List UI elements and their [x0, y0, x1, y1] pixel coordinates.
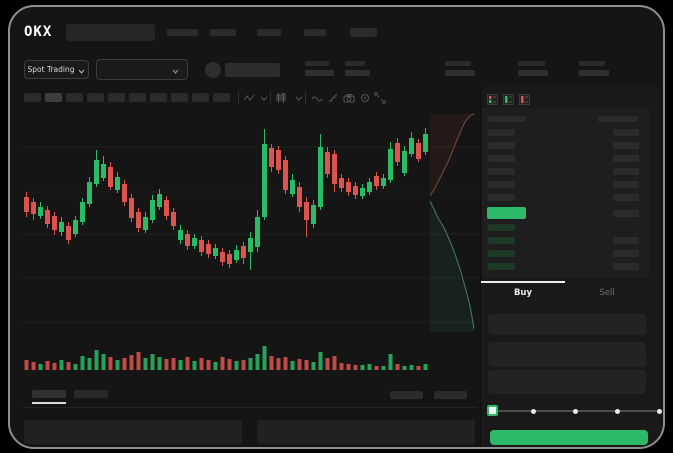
tab-sell-label: Sell: [599, 287, 615, 298]
device-screen: OKX Spot Trading: [8, 5, 665, 449]
nav-item-placeholder[interactable]: [350, 28, 377, 37]
price-chart-svg[interactable]: [22, 108, 480, 374]
pair-name-placeholder: [225, 63, 280, 77]
book-header-price: [488, 116, 526, 122]
ticker-stat: [345, 61, 377, 77]
history-panel: [257, 420, 475, 444]
timeframe-button[interactable]: [87, 93, 104, 102]
timeframe-button[interactable]: [150, 93, 167, 102]
order-book: [482, 108, 649, 278]
right-panel: Buy Sell: [480, 86, 662, 447]
amount-slider[interactable]: [486, 405, 662, 417]
book-header-amount: [598, 116, 638, 122]
book-both-icon[interactable]: [487, 90, 498, 105]
trade-tabs: Buy Sell: [481, 281, 649, 304]
price-input[interactable]: [488, 314, 646, 335]
nav-item-placeholder[interactable]: [167, 29, 198, 36]
last-price-bar[interactable]: [487, 207, 526, 219]
tab-buy[interactable]: Buy: [481, 281, 565, 304]
ruler-icon[interactable]: [327, 92, 339, 104]
settings-icon[interactable]: [359, 92, 371, 104]
ticker-stat: [579, 61, 611, 77]
bottom-action-placeholder[interactable]: [434, 391, 467, 399]
ticker-stat: [445, 61, 477, 77]
ticker-stat: [518, 61, 550, 77]
tab-buy-label: Buy: [513, 287, 533, 298]
buy-tab-indicator: [481, 281, 565, 283]
timeframe-button[interactable]: [192, 93, 209, 102]
zigzag-icon[interactable]: [243, 92, 255, 104]
pair-avatar[interactable]: [205, 62, 221, 78]
fullscreen-icon[interactable]: [374, 92, 386, 104]
bid-row[interactable]: [481, 237, 661, 246]
timeframe-button[interactable]: [108, 93, 125, 102]
slider-stop[interactable]: [573, 408, 578, 414]
slider-stop[interactable]: [614, 408, 620, 414]
bid-row[interactable]: [481, 224, 661, 233]
ask-row[interactable]: [481, 168, 661, 177]
ask-row[interactable]: [481, 181, 661, 190]
timeframe-button-active[interactable]: [45, 93, 62, 102]
nav-item-placeholder[interactable]: [304, 29, 326, 36]
bottom-tab-active[interactable]: [32, 390, 66, 398]
bottom-tab-indicator: [32, 402, 66, 404]
amount-input[interactable]: [488, 342, 646, 367]
buy-submit-button[interactable]: [490, 430, 648, 445]
nav-item-placeholder[interactable]: [257, 29, 281, 36]
last-price-amount: [613, 210, 639, 217]
bottom-divider: [22, 407, 477, 408]
toolbar-divider: [238, 91, 239, 104]
slider-stop[interactable]: [656, 408, 662, 414]
timeframe-button[interactable]: [66, 93, 83, 102]
book-asks-icon[interactable]: [519, 90, 530, 105]
slider-stop[interactable]: [531, 408, 537, 414]
market-type-label: Spot Trading: [27, 65, 75, 74]
chevron-down-icon: [78, 67, 85, 74]
okx-logo[interactable]: OKX: [24, 24, 53, 40]
timeframe-button[interactable]: [171, 93, 188, 102]
toolbar-divider: [270, 91, 271, 104]
toolbar-divider: [305, 91, 306, 104]
book-bids-icon[interactable]: [503, 90, 514, 105]
ask-row[interactable]: [481, 129, 661, 138]
pair-select[interactable]: [96, 59, 188, 80]
slider-handle[interactable]: [486, 405, 498, 416]
bid-row[interactable]: [481, 250, 661, 259]
tab-sell[interactable]: Sell: [565, 281, 649, 304]
search-input[interactable]: [66, 24, 155, 41]
ask-row[interactable]: [481, 155, 661, 164]
orders-panel: [24, 420, 242, 444]
ask-row[interactable]: [481, 142, 661, 151]
nav-item-placeholder[interactable]: [210, 29, 236, 36]
bottom-action-placeholder[interactable]: [390, 391, 423, 399]
chevron-down-icon[interactable]: [258, 92, 270, 104]
wave-line-icon[interactable]: [311, 92, 323, 104]
timeframe-button[interactable]: [24, 93, 41, 102]
ticker-stat: [305, 61, 337, 77]
trading-app: OKX Spot Trading: [10, 7, 663, 447]
timeframe-button[interactable]: [213, 93, 230, 102]
market-type-select[interactable]: Spot Trading: [24, 60, 89, 79]
timeframe-button[interactable]: [129, 93, 146, 102]
chevron-down-icon[interactable]: [293, 92, 305, 104]
total-input[interactable]: [488, 370, 646, 394]
bottom-tab[interactable]: [74, 390, 108, 398]
bid-row[interactable]: [481, 263, 661, 272]
ask-row[interactable]: [481, 194, 661, 203]
camera-icon[interactable]: [343, 92, 355, 104]
chevron-down-icon: [172, 67, 179, 74]
candlestick-icon[interactable]: [275, 92, 287, 104]
